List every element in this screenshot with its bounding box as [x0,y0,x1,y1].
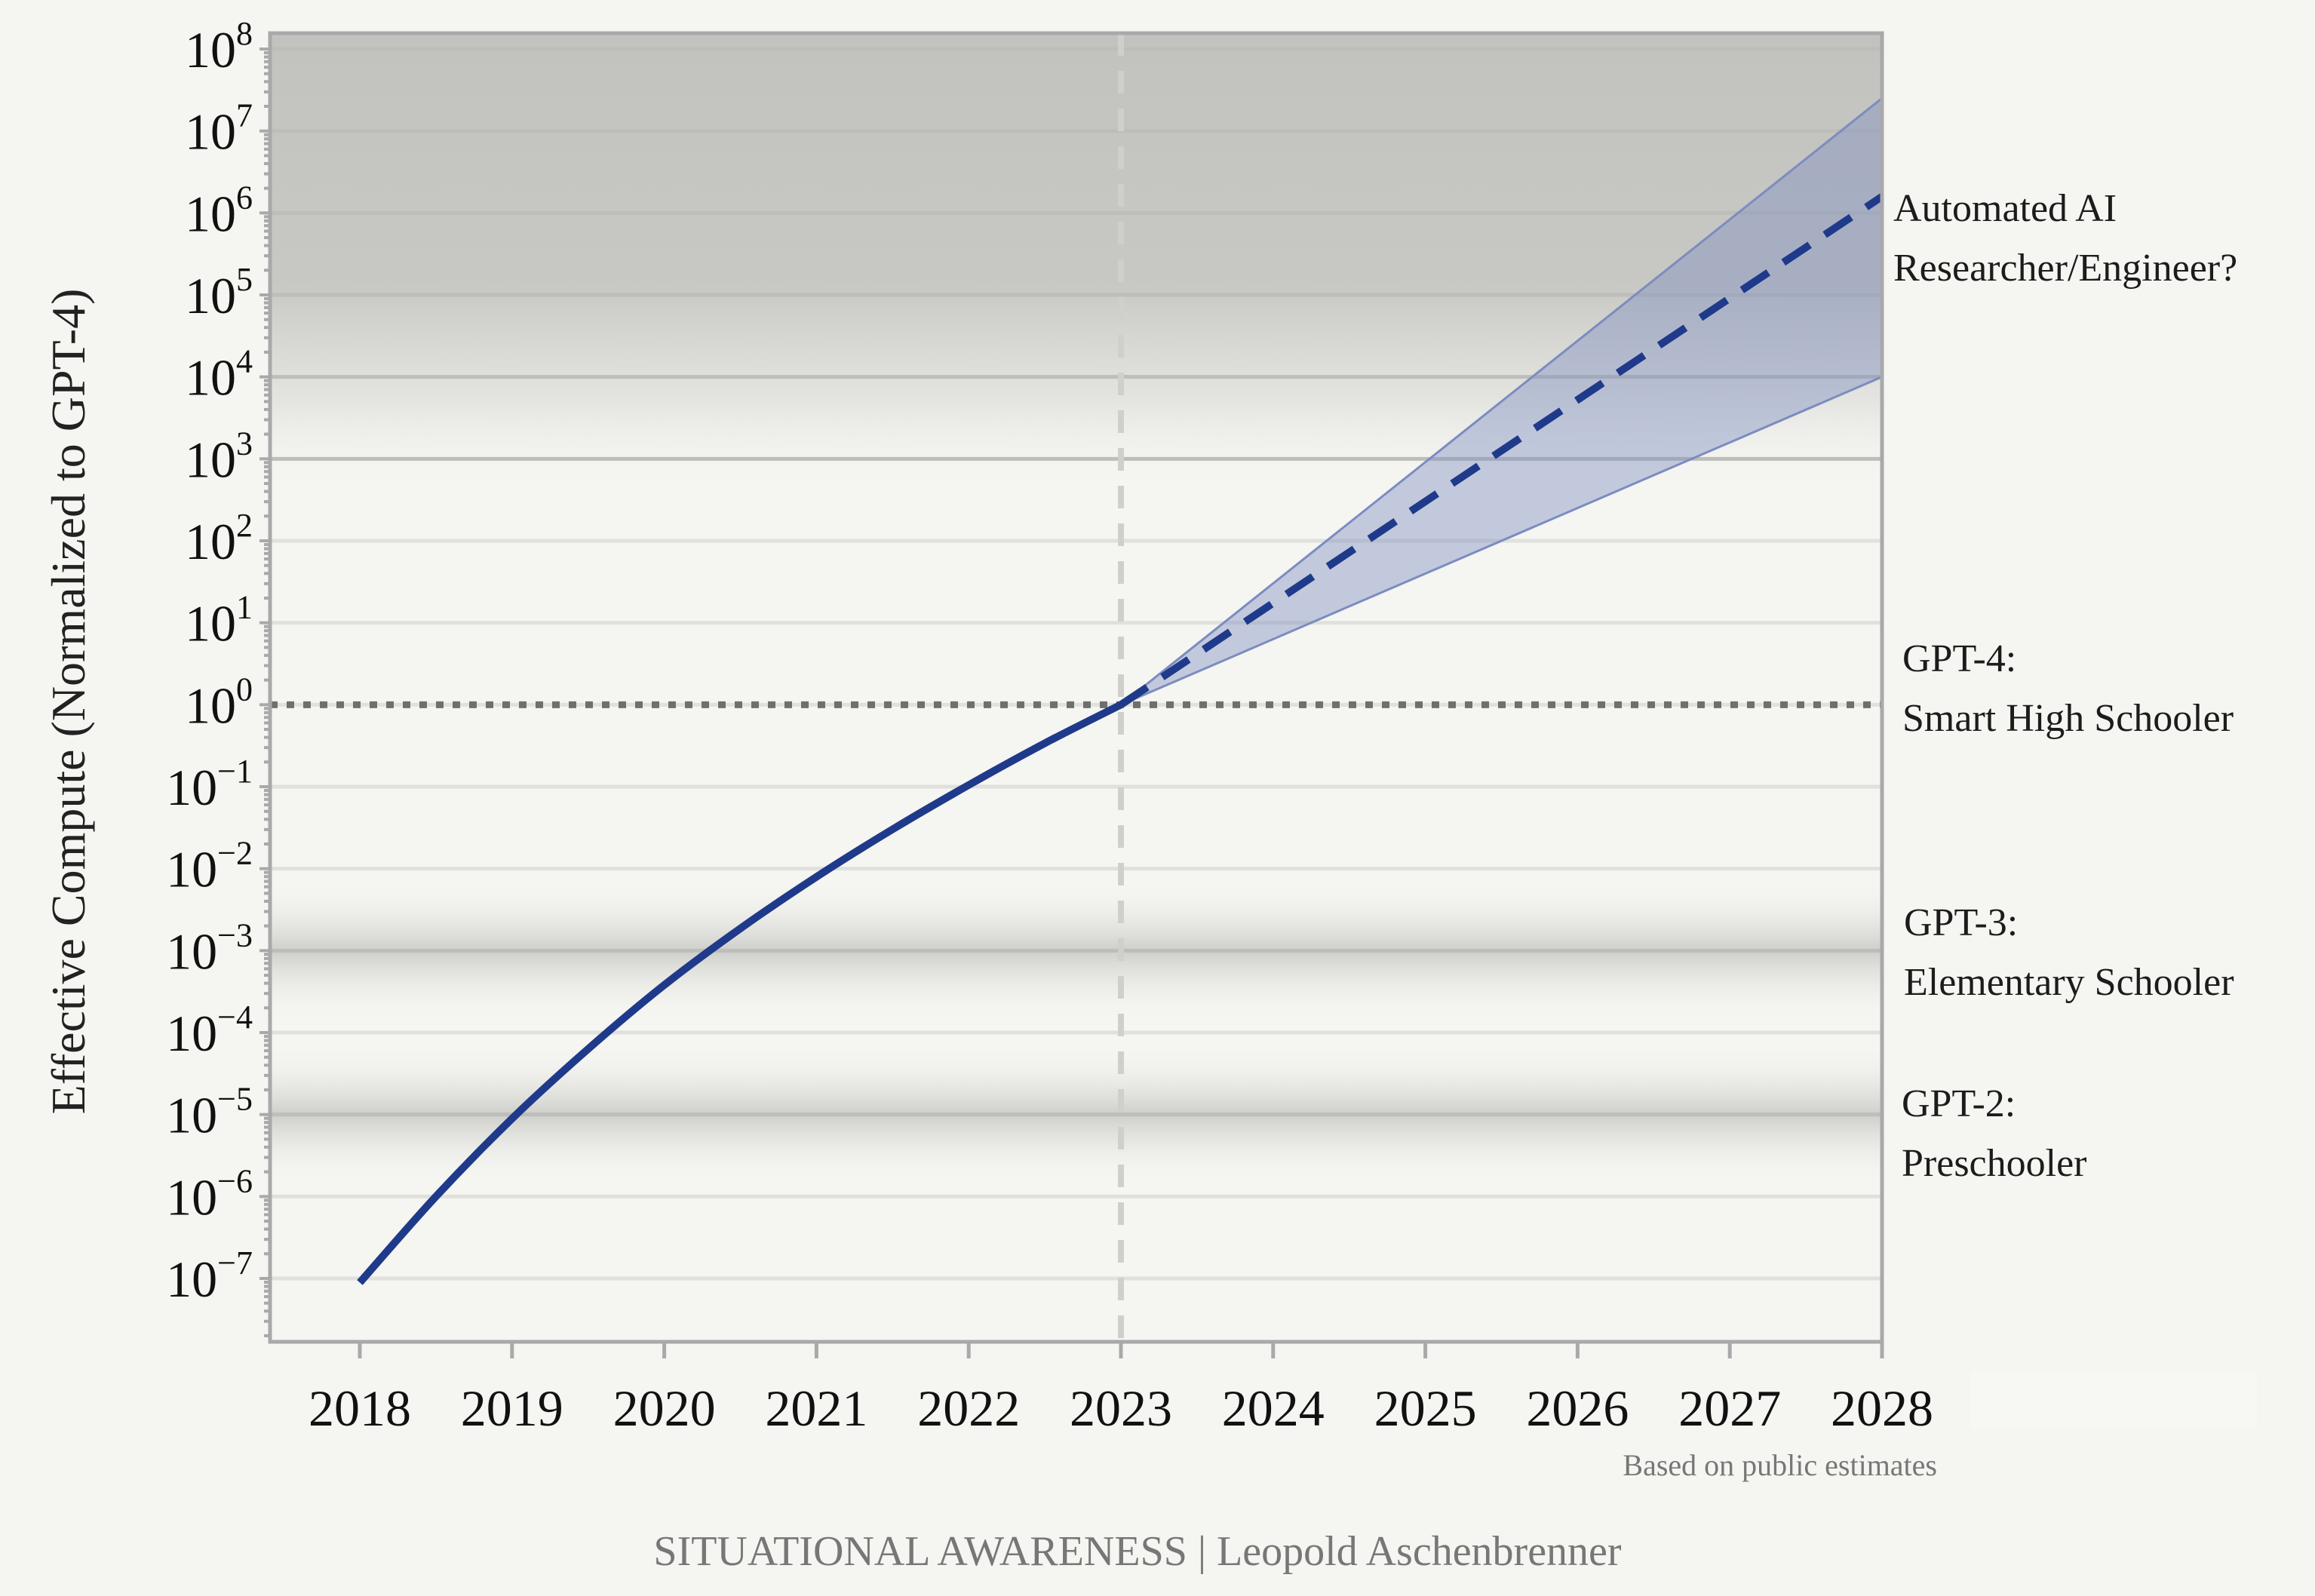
x-tick-label: 2021 [765,1380,867,1437]
y-tick-label: 103 [185,425,253,488]
y-tick-label: 10−5 [166,1081,253,1144]
shade-top-level [270,33,1882,492]
annotation-line: GPT-3: [1904,901,2018,944]
y-tick-exponent: 8 [236,15,253,52]
projection-uncertainty-band [1120,97,1882,706]
y-tick-base: 10 [166,922,217,980]
gridlines [270,47,1882,1281]
x-tick-label: 2026 [1526,1380,1629,1437]
x-tick-label: 2023 [1070,1380,1172,1437]
y-tick-label: 106 [185,179,253,242]
x-tick-label: 2024 [1222,1380,1325,1437]
y-tick-label: 10−2 [166,835,253,898]
y-tick-exponent: −4 [217,999,253,1036]
x-tick-label: 2019 [461,1380,563,1437]
annotation-line: Preschooler [1902,1142,2086,1185]
reference-lines [270,33,1882,1342]
uncertainty-band [1120,97,1882,706]
y-tick-exponent: 3 [236,425,253,462]
y-tick-exponent: −6 [217,1162,253,1199]
y-tick-base: 10 [166,1251,217,1308]
capability-shading [270,33,1882,1185]
x-tick-label: 2022 [917,1380,1020,1437]
series-historical-line [357,701,1123,1285]
level-annotation: GPT-2: Preschooler [1902,1082,2086,1185]
y-tick-exponent: −3 [217,916,253,953]
x-tick-labels: 2018 2019 2020 2021 2022 2023 2024 2025 2026 2027… [309,1380,1933,1437]
y-tick-base: 10 [166,1005,217,1062]
plot-frame [268,31,1884,1344]
level-annotation: GPT-4: Smart High Schooler [1902,637,2234,740]
level-annotations: GPT-2: Preschooler GPT-3: Elementary School… [1893,187,2237,1185]
y-tick-exponent: −5 [217,1081,253,1118]
y-tick-base: 10 [185,21,236,78]
y-tick-label: 10−3 [166,916,253,980]
y-tick-label: 10−4 [166,999,253,1062]
y-tick-base: 10 [185,677,236,734]
annotation-line: GPT-4: [1902,637,2016,680]
y-tick-exponent: 7 [236,97,253,134]
footnote: Based on public estimates [1623,1448,1937,1482]
y-tick-exponent: 0 [236,671,253,707]
x-tick-label: 2027 [1678,1380,1781,1437]
y-tick-labels: 10−710−610−510−410−310−210−1100101102103… [166,15,253,1308]
annotation-line: Smart High Schooler [1902,697,2234,740]
y-tick-base: 10 [166,1168,217,1226]
y-tick-label: 108 [185,15,253,78]
x-tick-label: 2020 [613,1380,716,1437]
annotation-line: Researcher/Engineer? [1893,247,2237,290]
annotation-line: Elementary Schooler [1904,961,2234,1004]
annotation-line: GPT-2: [1902,1082,2016,1125]
y-tick-base: 10 [185,349,236,407]
y-tick-exponent: −2 [217,835,253,872]
y-tick-exponent: −1 [217,753,253,790]
y-tick-base: 10 [166,841,217,898]
y-tick-label: 100 [185,671,253,734]
y-tick-base: 10 [185,513,236,570]
y-tick-base: 10 [185,431,236,488]
y-tick-exponent: 6 [236,179,253,216]
y-axis-label: Effective Compute (Normalized to GPT-4) [41,289,95,1115]
annotation-line: Automated AI [1893,187,2117,230]
x-tick-label: 2025 [1374,1380,1477,1437]
y-tick-label: 10−6 [166,1162,253,1226]
y-tick-base: 10 [166,759,217,816]
y-tick-label: 10−7 [166,1245,253,1308]
y-tick-label: 10−1 [166,753,253,816]
y-tick-exponent: 5 [236,261,253,298]
credit-line: SITUATIONAL AWARENESS | Leopold Aschenbr… [653,1528,1621,1575]
y-tick-exponent: 4 [236,343,253,380]
y-tick-base: 10 [185,185,236,242]
y-tick-exponent: 1 [236,589,253,626]
y-tick-label: 102 [185,507,253,570]
level-annotation: GPT-3: Elementary Schooler [1904,901,2234,1004]
y-tick-base: 10 [185,595,236,652]
level-annotation: Automated AI Researcher/Engineer? [1893,187,2237,290]
y-tick-base: 10 [166,1087,217,1144]
series-lines [357,193,1884,1285]
y-tick-exponent: 2 [236,507,253,544]
footnote-right-panel [1970,1371,2257,1429]
y-tick-label: 107 [185,97,253,161]
x-tick-label: 2028 [1831,1380,1933,1437]
axes [259,31,1884,1358]
x-tick-label: 2018 [309,1380,411,1437]
y-tick-label: 104 [185,343,253,407]
y-tick-base: 10 [185,103,236,161]
y-tick-exponent: −7 [217,1245,253,1281]
y-tick-base: 10 [185,267,236,324]
y-tick-label: 101 [185,589,253,652]
series-projection-line [1119,193,1884,708]
y-tick-label: 105 [185,261,253,324]
